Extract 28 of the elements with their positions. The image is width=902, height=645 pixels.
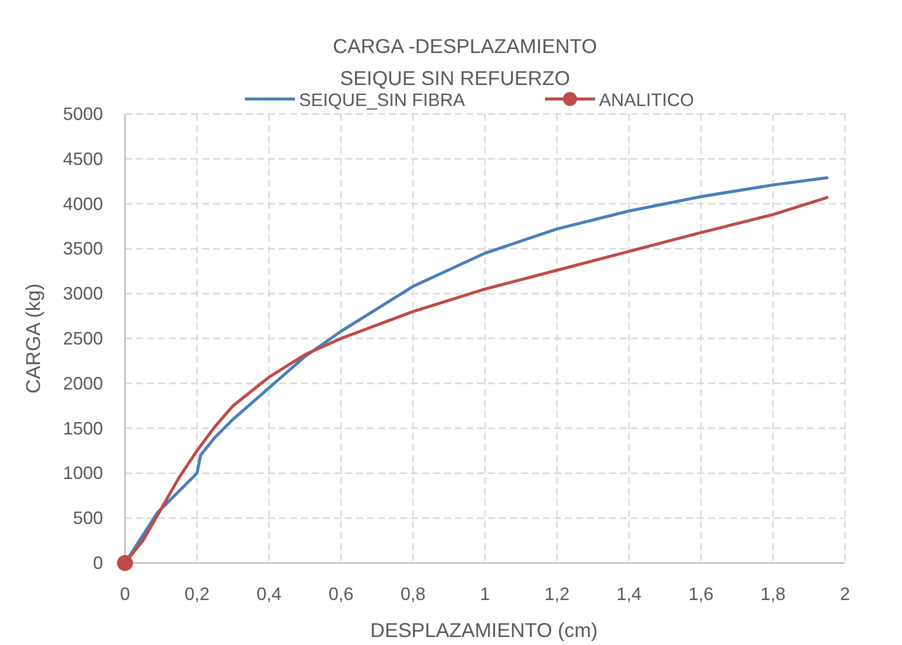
y-tick-label: 0 (92, 553, 103, 573)
x-tick-label: 1 (480, 584, 490, 604)
x-axis-title: DESPLAZAMIENTO (cm) (370, 620, 598, 642)
x-tick-label: 1,8 (760, 584, 786, 604)
y-tick-label: 5000 (62, 104, 103, 124)
x-tick-label: 1,4 (616, 584, 642, 604)
y-tick-label: 4500 (62, 148, 103, 169)
x-tick-label: 1,6 (688, 584, 714, 604)
x-tick-label: 0,2 (184, 584, 210, 604)
x-tick-label: 2 (840, 584, 850, 604)
y-tick-label: 2500 (62, 328, 103, 348)
chart-title: CARGA -DESPLAZAMIENTO (332, 36, 598, 58)
y-tick-label: 1000 (62, 463, 103, 484)
chart-subtitle: SEIQUE SIN REFUERZO (340, 68, 570, 90)
y-axis-title: CARGA (kg) (23, 283, 45, 394)
y-tick-label: 500 (72, 508, 103, 528)
x-tick-label: 0,4 (256, 584, 282, 604)
legend-label: ANALITICO (599, 90, 694, 110)
x-tick-label: 1,2 (544, 584, 570, 604)
y-tick-label: 1500 (62, 418, 103, 438)
y-tick-label: 3500 (62, 238, 103, 259)
y-tick-label: 4000 (62, 194, 103, 214)
x-tick-label: 0 (120, 584, 130, 604)
x-tick-label: 0,6 (328, 584, 354, 604)
legend-label: SEIQUE_SIN FIBRA (299, 90, 466, 110)
y-tick-label: 2000 (62, 373, 103, 394)
x-tick-label: 0,8 (400, 584, 426, 604)
y-tick-label: 3000 (62, 284, 103, 304)
